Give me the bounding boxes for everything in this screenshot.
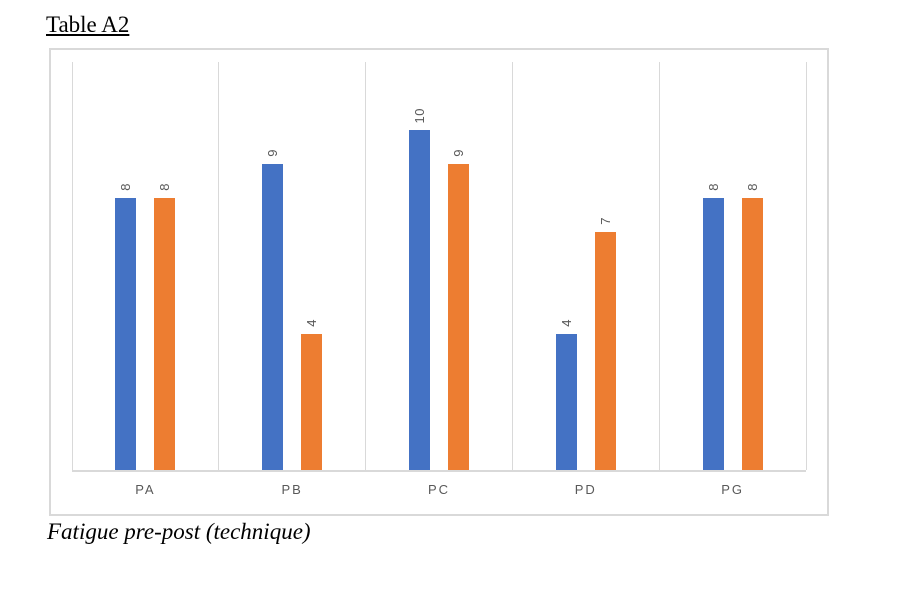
- x-axis-label-pd: PD: [574, 482, 597, 497]
- bar-wrap: 8: [741, 62, 763, 470]
- bar-pc-series2: [447, 164, 469, 470]
- bar-value-label: 4: [558, 319, 574, 328]
- bar-value-label: 8: [118, 183, 134, 192]
- category-gridline: [365, 62, 367, 470]
- category-gridline: [511, 62, 513, 470]
- bar-value-label: 10: [411, 107, 427, 123]
- page-title: Table A2: [46, 12, 130, 37]
- bar-wrap: 4: [301, 62, 323, 470]
- category-gridline: [218, 62, 220, 470]
- x-axis-label-pc: PC: [427, 482, 451, 497]
- bar-wrap: 8: [702, 62, 724, 470]
- chart-container: 8 8 9 4 10 9 4 7 8 8 PA PB PC PD PG: [49, 48, 829, 516]
- chart-caption: Fatigue pre-post (technique): [47, 519, 311, 544]
- bar-wrap: 8: [154, 62, 176, 470]
- plot-area: 8 8 9 4 10 9 4 7 8 8: [71, 62, 807, 472]
- category-gridline: [71, 62, 73, 470]
- x-axis-label-pa: PA: [135, 482, 156, 497]
- bar-pa-series2: [154, 198, 176, 470]
- bar-value-label: 4: [304, 319, 320, 328]
- bar-wrap: 4: [555, 62, 577, 470]
- category-gridline: [805, 62, 807, 470]
- x-axis-labels: PA PB PC PD PG: [72, 482, 806, 497]
- bar-pd-series1: [555, 334, 577, 470]
- bar-wrap: 9: [447, 62, 469, 470]
- bar-value-label: 8: [705, 183, 721, 192]
- bar-wrap: 8: [115, 62, 137, 470]
- bar-pg-series1: [702, 198, 724, 470]
- bar-group-pc: 10 9: [366, 62, 513, 470]
- bar-value-label: 9: [450, 149, 466, 157]
- bar-pa-series1: [115, 198, 137, 470]
- bar-pb-series2: [301, 334, 323, 470]
- bar-pd-series2: [594, 232, 616, 470]
- bar-wrap: 9: [262, 62, 284, 470]
- x-axis-label-pg: PG: [721, 482, 744, 497]
- bar-pb-series1: [262, 164, 284, 470]
- bar-pg-series2: [741, 198, 763, 470]
- bar-wrap: 10: [408, 62, 430, 470]
- bar-value-label: 7: [597, 217, 613, 225]
- bar-value-label: 8: [157, 183, 173, 192]
- x-axis-line: [72, 470, 806, 472]
- bar-value-label: 8: [744, 183, 760, 192]
- bar-pc-series1: [408, 130, 430, 470]
- category-gridline: [658, 62, 660, 470]
- bar-wrap: 7: [594, 62, 616, 470]
- bar-value-label: 9: [265, 149, 281, 157]
- x-axis-label-pb: PB: [281, 482, 303, 497]
